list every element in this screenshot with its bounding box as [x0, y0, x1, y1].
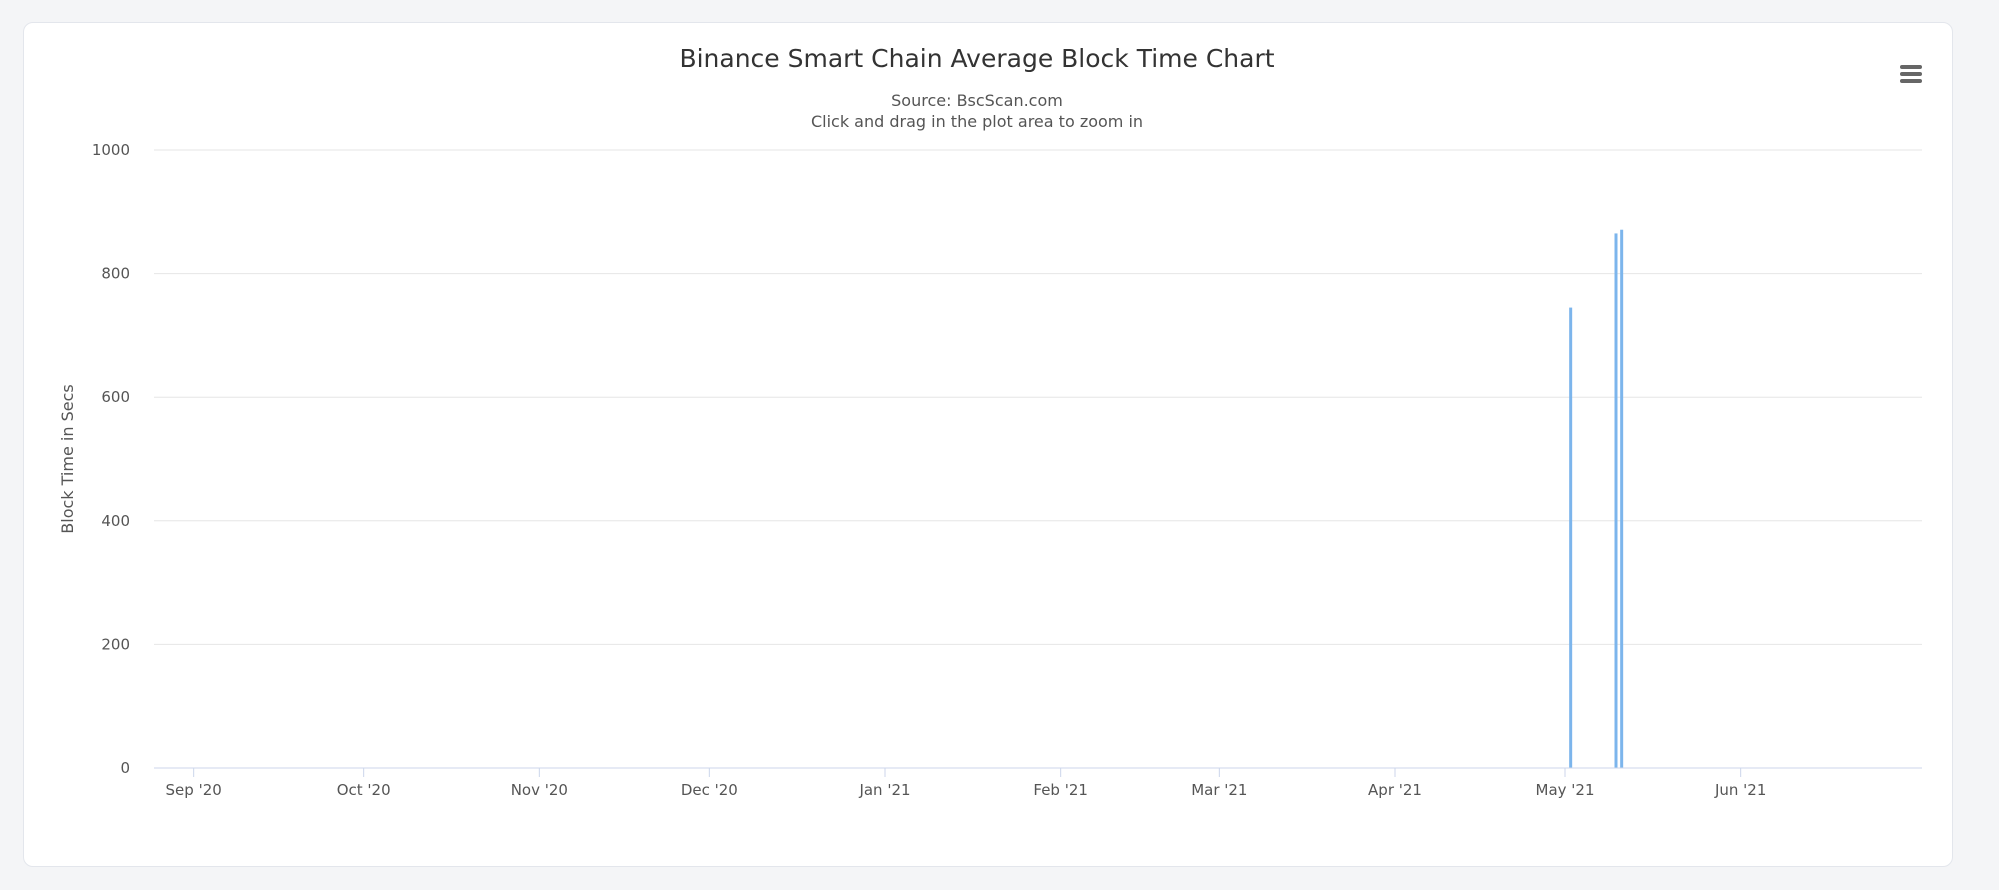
chart-title: Binance Smart Chain Average Block Time C… — [679, 44, 1274, 73]
x-tick-label: Jun '21 — [1714, 781, 1766, 799]
chart-subtitle-source: Source: BscScan.com — [891, 91, 1063, 110]
y-tick-label: 0 — [120, 759, 130, 777]
x-axis-ticks: Sep '20 Oct '20 Nov '20 Dec '20 Jan '21 Feb '… — [166, 768, 1766, 799]
x-tick-label: May '21 — [1536, 781, 1595, 799]
x-tick-label: Apr '21 — [1368, 781, 1422, 799]
y-axis-ticks: 0 200 400 600 800 1000 — [92, 141, 130, 777]
x-tick-label: Sep '20 — [166, 781, 222, 799]
hamburger-menu-icon[interactable] — [1892, 59, 1926, 89]
x-tick-label: Feb '21 — [1033, 781, 1088, 799]
y-tick-label: 1000 — [92, 141, 130, 159]
x-tick-label: Mar '21 — [1191, 781, 1247, 799]
y-tick-label: 200 — [101, 635, 130, 653]
y-tick-label: 600 — [101, 388, 130, 406]
gridlines — [154, 149, 1922, 645]
menu-bar-middle — [1900, 72, 1922, 76]
data-bar[interactable] — [1569, 307, 1573, 768]
data-bar[interactable] — [1614, 233, 1618, 768]
data-bar[interactable] — [1620, 229, 1624, 769]
x-tick-label: Oct '20 — [337, 781, 391, 799]
chart-area[interactable]: Binance Smart Chain Average Block Time C… — [24, 23, 1954, 868]
y-tick-label: 800 — [101, 265, 130, 283]
y-tick-label: 400 — [101, 512, 130, 530]
x-tick-label: Nov '20 — [511, 781, 568, 799]
menu-bar-top — [1900, 65, 1922, 69]
chart-card: Binance Smart Chain Average Block Time C… — [23, 22, 1953, 867]
x-tick-label: Dec '20 — [681, 781, 738, 799]
menu-bar-bottom — [1900, 79, 1922, 83]
y-axis-title: Block Time in Secs — [58, 384, 77, 533]
data-bars — [1569, 229, 1624, 769]
x-tick-label: Jan '21 — [858, 781, 910, 799]
chart-subtitle-zoom-hint: Click and drag in the plot area to zoom … — [811, 112, 1143, 131]
